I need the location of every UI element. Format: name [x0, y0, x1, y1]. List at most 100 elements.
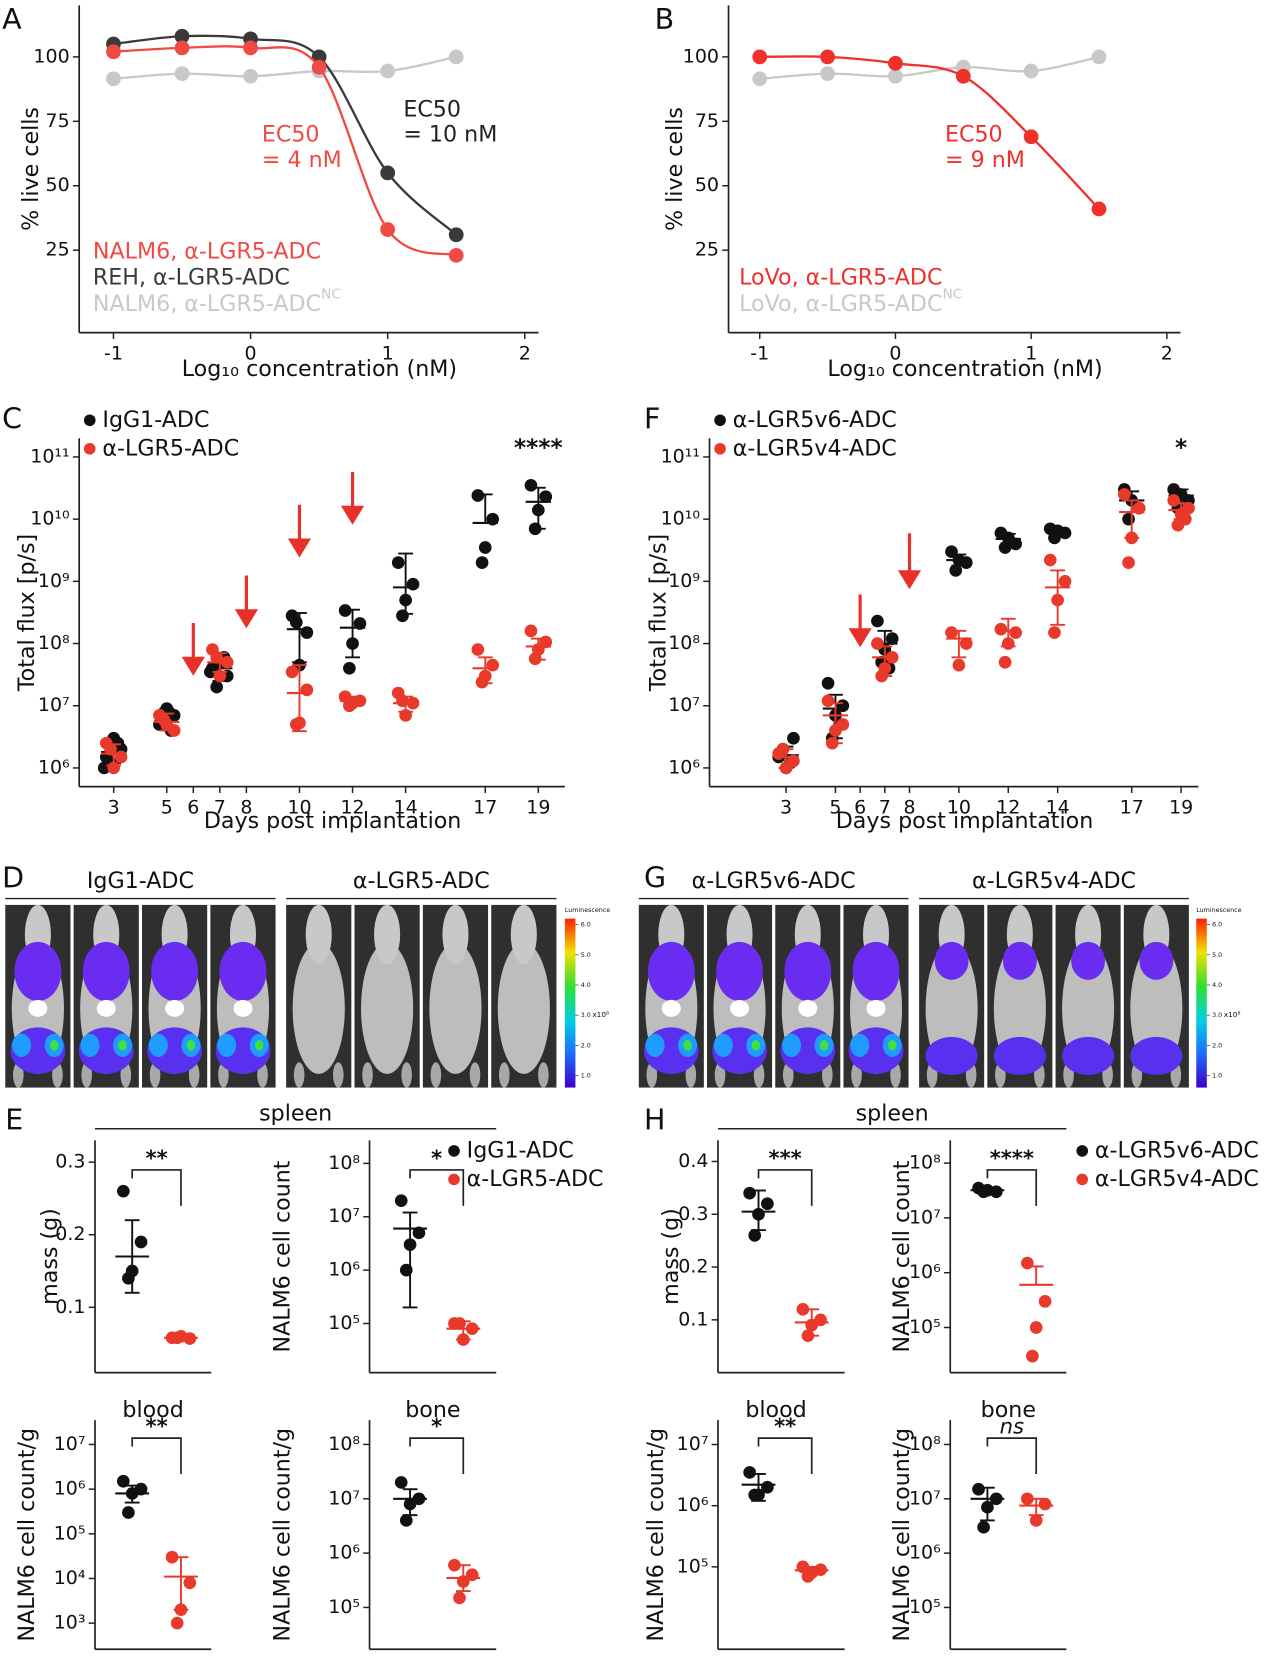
significance-bracket: [757, 1437, 813, 1475]
colorbar-tick-label: 6.0: [1212, 922, 1222, 929]
group-label: α-LGR5v6-ADC: [692, 868, 856, 894]
legend-marker: [714, 414, 726, 427]
data-point: [994, 622, 1008, 636]
signal: [784, 941, 832, 1001]
data-point: [122, 1506, 135, 1519]
data-point: [821, 694, 835, 708]
x-tick-label: 14: [1046, 796, 1070, 818]
x-tick-label: 5: [829, 796, 841, 818]
plot-title: blood: [122, 1397, 183, 1423]
group-label: IgG1-ADC: [87, 868, 194, 894]
data-point: [300, 683, 314, 697]
data-point: [885, 632, 899, 645]
y-tick-label: 25: [695, 239, 719, 261]
significance: ns: [1000, 1414, 1024, 1439]
y-tick-label: 0.1: [678, 1308, 708, 1330]
x-tick-label: 5: [161, 796, 173, 818]
mouse-head: [374, 904, 401, 965]
data-point: [888, 55, 903, 71]
y-axis-label: Total flux [p/s]: [14, 534, 40, 692]
series-line: [113, 55, 457, 80]
group-title: spleen: [856, 1100, 929, 1126]
colorbar-tick-label: 1.0: [581, 1073, 591, 1080]
y-tick-label: 10⁶: [668, 756, 700, 778]
x-tick-label: 1: [1025, 342, 1037, 364]
mouse-image: [286, 904, 352, 1088]
y-tick-label: 10⁶: [909, 1261, 941, 1283]
legend-name: REH, α-LGR5-ADC: [93, 264, 290, 290]
signal: [1062, 1036, 1115, 1075]
signal: [219, 941, 267, 1001]
y-tick-label: 10⁸: [328, 1152, 360, 1174]
data-point: [134, 1235, 148, 1249]
y-tick-label: 10⁶: [38, 756, 70, 778]
data-point: [116, 1184, 130, 1198]
legend-label: NALM6, α-LGR5-ADCNC: [93, 287, 341, 317]
data-point: [106, 71, 121, 87]
mouse-body: [292, 942, 345, 1074]
colorbar-tick-label: 3.0: [1212, 1012, 1222, 1019]
legend-label: α-LGR5v6-ADC: [733, 407, 897, 433]
legend-label: α-LGR5-ADC: [467, 1166, 604, 1192]
y-tick-label: 0.4: [678, 1150, 708, 1172]
y-tick-label: 10⁶: [677, 1494, 709, 1516]
series-line: [759, 55, 1100, 210]
mouse-image: [142, 904, 208, 1088]
mouse-head: [305, 904, 332, 965]
signal: [49, 1040, 59, 1051]
data-point: [1091, 201, 1107, 217]
data-point: [394, 1476, 408, 1489]
group-label: α-LGR5-ADC: [353, 868, 490, 894]
x-tick-label: 3: [108, 796, 120, 818]
data-point: [752, 71, 768, 87]
data-point: [977, 1520, 990, 1534]
x-tick-label: 2: [1161, 342, 1173, 364]
y-tick-label: 10⁸: [909, 1152, 941, 1174]
signal: [850, 1033, 870, 1057]
y-tick-label: 10³: [54, 1612, 86, 1634]
signal: [683, 1040, 692, 1051]
x-tick-label: 2: [519, 342, 531, 364]
significance-bracket: [757, 1169, 813, 1206]
signal: [1130, 1036, 1183, 1075]
legend-marker: [83, 442, 96, 455]
mouse-leg: [498, 1062, 510, 1088]
colorbar-tick-label: 2.0: [1212, 1042, 1222, 1049]
x-axis-label: Log₁₀ concentration (nM): [182, 356, 457, 382]
data-point: [391, 556, 405, 569]
y-tick-label: 75: [45, 110, 69, 132]
mouse-image: [73, 904, 139, 1088]
y-tick-label: 10⁵: [909, 1596, 941, 1618]
colorbar-tick-label: 2.0: [581, 1042, 591, 1049]
signal: [148, 1033, 168, 1057]
signal: [782, 1033, 802, 1057]
mouse-image: [5, 904, 71, 1088]
treatment-arrow: [340, 472, 365, 525]
data-point: [955, 68, 971, 84]
colorbar-unit: x10⁸: [592, 1010, 609, 1019]
significance: **: [774, 1414, 796, 1439]
legend-label: LoVo, α-LGR5-ADC: [739, 264, 942, 290]
signal: [165, 999, 185, 1017]
legend-marker: [83, 414, 96, 427]
data-point: [1117, 488, 1131, 501]
significance-bracket: [409, 1437, 465, 1475]
data-point: [453, 1591, 466, 1605]
data-point: [475, 556, 489, 569]
colorbar: [564, 918, 576, 1088]
panel-letter: F: [644, 402, 660, 435]
signal: [751, 1040, 761, 1051]
mouse-head: [510, 904, 537, 965]
legend-label: α-LGR5-ADC: [102, 435, 239, 461]
x-tick-label: 17: [1120, 796, 1144, 818]
data-point: [1048, 626, 1061, 639]
arrow-head: [340, 505, 365, 525]
y-tick-label: 10⁸: [328, 1433, 360, 1455]
data-point: [1122, 556, 1135, 569]
mouse-leg: [430, 1062, 442, 1088]
x-tick-label: 8: [240, 796, 252, 818]
annotation: EC50: [945, 122, 1003, 148]
signal: [993, 1036, 1046, 1075]
series-line: [759, 55, 1100, 80]
y-tick-label: 50: [45, 174, 69, 196]
